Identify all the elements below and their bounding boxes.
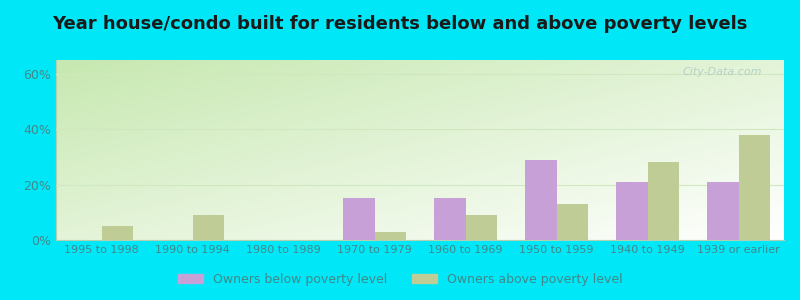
- Bar: [525, 160, 557, 240]
- Text: City-Data.com: City-Data.com: [682, 67, 762, 77]
- Legend: Owners below poverty level, Owners above poverty level: Owners below poverty level, Owners above…: [173, 268, 627, 291]
- Bar: [616, 182, 647, 240]
- Bar: [557, 204, 588, 240]
- Text: Year house/condo built for residents below and above poverty levels: Year house/condo built for residents bel…: [52, 15, 748, 33]
- Bar: [647, 163, 679, 240]
- Bar: [466, 215, 498, 240]
- Bar: [706, 182, 738, 240]
- Bar: [342, 199, 374, 240]
- Bar: [374, 232, 406, 240]
- Bar: [434, 199, 466, 240]
- Bar: [738, 135, 770, 240]
- Bar: [102, 226, 134, 240]
- Bar: [193, 215, 224, 240]
